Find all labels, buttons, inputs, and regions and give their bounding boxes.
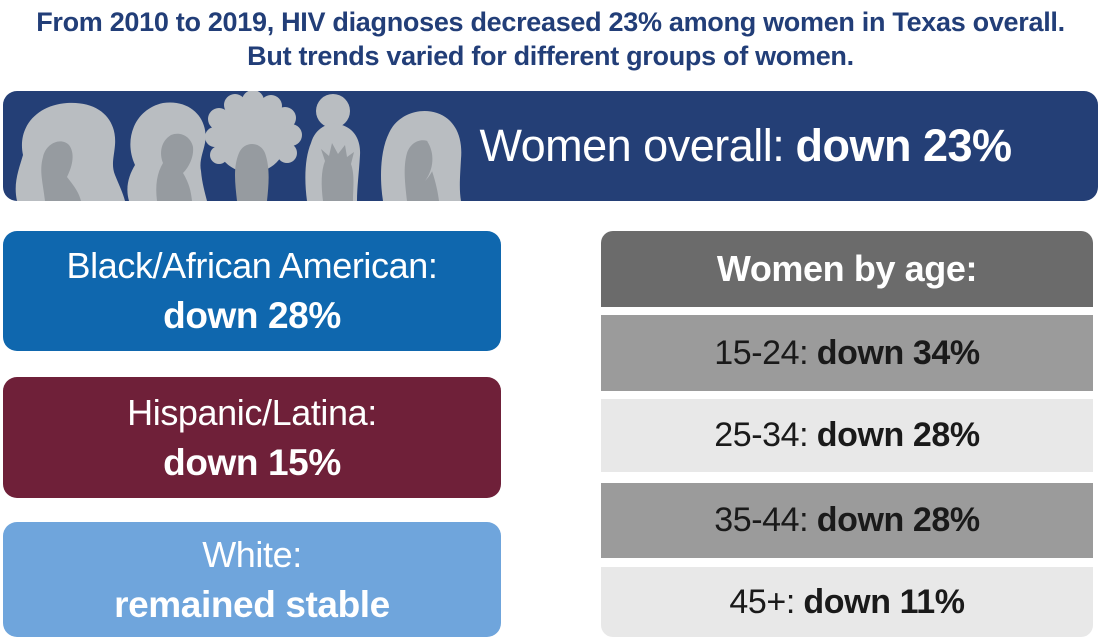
women-overall-banner: Women overall: down 23% — [3, 91, 1098, 201]
title-line-1: From 2010 to 2019, HIV diagnoses decreas… — [36, 7, 1065, 37]
stat-box-black-african-american: Black/African American: down 28% — [3, 231, 501, 351]
women-overall-label: Women overall: — [479, 120, 785, 171]
women-silhouettes-icon — [15, 91, 462, 201]
age-row-35-44: 35-44: down 28% — [601, 483, 1093, 558]
page-title: From 2010 to 2019, HIV diagnoses decreas… — [0, 5, 1101, 73]
age-row-45-plus: 45+: down 11% — [601, 567, 1093, 637]
age-range-label: 45+: — [729, 582, 795, 621]
title-line-2: But trends varied for different groups o… — [247, 41, 854, 71]
age-panel-header: Women by age: — [601, 231, 1093, 307]
race-value: down 28% — [163, 295, 341, 336]
age-range-value: down 11% — [803, 582, 965, 621]
women-overall-value: down 23% — [795, 120, 1013, 171]
stat-box-hispanic-latina: Hispanic/Latina: down 15% — [3, 377, 501, 498]
age-row-15-24: 15-24: down 34% — [601, 315, 1093, 391]
age-row-25-34: 25-34: down 28% — [601, 399, 1093, 472]
age-range-label: 15-24: — [714, 333, 809, 372]
age-range-label: 35-44: — [714, 501, 809, 539]
race-value: down 15% — [163, 441, 341, 483]
women-overall-stat: Women overall: down 23% — [433, 91, 1058, 201]
age-range-value: down 28% — [816, 501, 980, 539]
stat-box-white: White: remained stable — [3, 522, 501, 637]
race-label: Black/African American: — [66, 245, 438, 286]
race-label: Hispanic/Latina: — [127, 391, 377, 433]
age-range-value: down 34% — [816, 333, 980, 372]
age-range-label: 25-34: — [714, 416, 809, 454]
race-label: White: — [202, 533, 302, 575]
race-value: remained stable — [114, 583, 390, 625]
age-range-value: down 28% — [816, 416, 980, 454]
